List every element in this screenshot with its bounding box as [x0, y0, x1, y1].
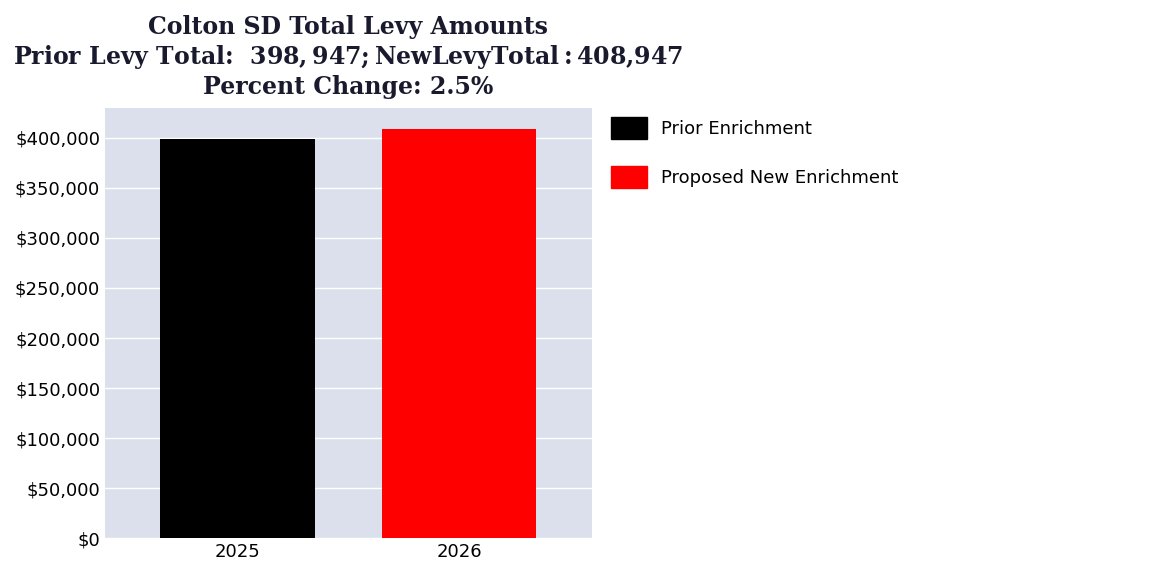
Bar — [381, 129, 537, 538]
Title: Colton SD Total Levy Amounts
Prior Levy Total:  $398,947; New Levy Total: $408,9: Colton SD Total Levy Amounts Prior Levy … — [14, 15, 683, 99]
Bar — [160, 139, 316, 538]
Legend: Prior Enrichment, Proposed New Enrichment: Prior Enrichment, Proposed New Enrichmen… — [611, 117, 899, 188]
